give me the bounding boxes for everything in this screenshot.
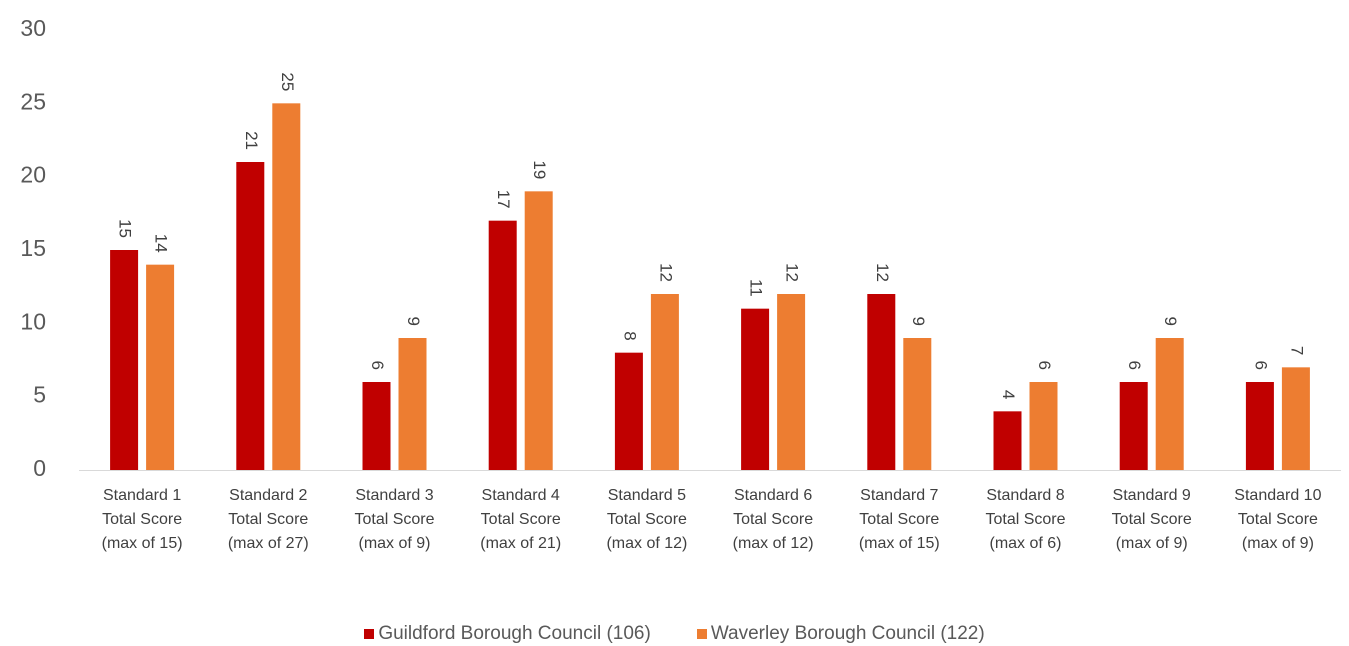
data-label: 9	[1161, 317, 1180, 326]
data-label: 11	[747, 279, 766, 297]
data-label: 17	[494, 190, 513, 209]
x-tick-label: Total Score	[354, 511, 434, 528]
bar	[650, 294, 679, 470]
bar	[236, 162, 265, 470]
data-label: 14	[152, 234, 171, 253]
x-tick-label: Total Score	[859, 511, 939, 528]
x-tick-label: (max of 6)	[989, 535, 1061, 552]
x-tick-label: Standard 1	[103, 487, 181, 504]
x-axis-labels: Standard 1 Total Score (max of 15) Standard…	[102, 487, 1322, 552]
x-tick-label: Standard 4	[482, 487, 560, 504]
x-tick-label: Total Score	[102, 511, 182, 528]
x-tick-label: (max of 9)	[1116, 535, 1188, 552]
x-tick-label: Standard 8	[986, 487, 1064, 504]
bar	[1155, 338, 1184, 470]
data-label: 21	[242, 131, 261, 150]
y-tick-label: 20	[20, 162, 46, 188]
legend-label-guildford: Guildford Borough Council (106)	[378, 623, 651, 644]
data-label: 15	[116, 219, 135, 238]
data-label: 12	[783, 263, 802, 282]
x-tick-label: Total Score	[733, 511, 813, 528]
bars	[110, 103, 1310, 471]
x-tick-label: Total Score	[481, 511, 561, 528]
bar	[903, 338, 932, 470]
x-tick-label: Standard 6	[734, 487, 812, 504]
data-label: 6	[1125, 361, 1144, 370]
bar	[110, 250, 139, 470]
bar	[524, 191, 553, 471]
y-tick-label: 10	[20, 308, 46, 334]
bar	[362, 382, 391, 470]
x-tick-label: (max of 12)	[733, 535, 814, 552]
data-label: 25	[278, 72, 297, 91]
data-label: 6	[1251, 361, 1270, 370]
x-tick-label: Total Score	[228, 511, 308, 528]
data-label: 7	[1287, 346, 1306, 355]
x-tick-label: (max of 15)	[102, 535, 183, 552]
x-tick-label: Total Score	[985, 511, 1065, 528]
bar	[488, 220, 517, 470]
y-tick-label: 30	[20, 15, 46, 41]
legend-item-waverley: Waverley Borough Council (122)	[696, 623, 985, 645]
bar	[741, 308, 770, 470]
x-tick-label: Standard 5	[608, 487, 686, 504]
legend-swatch-guildford	[364, 629, 375, 639]
bar	[614, 352, 643, 470]
x-tick-label: Standard 9	[1113, 487, 1191, 504]
bar	[398, 338, 427, 470]
data-label: 6	[1035, 361, 1054, 370]
x-tick-label: Total Score	[1238, 511, 1318, 528]
bar	[867, 294, 896, 470]
y-tick-label: 5	[33, 382, 46, 408]
data-label: 8	[620, 331, 639, 340]
bar	[1281, 367, 1310, 470]
data-label: 9	[909, 317, 928, 326]
bar	[993, 411, 1022, 470]
legend: Guildford Borough Council (106) Waverley…	[0, 622, 1349, 646]
x-tick-label: Total Score	[1112, 511, 1192, 528]
bar	[1029, 382, 1058, 470]
data-label: 6	[368, 361, 387, 370]
legend-label-waverley: Waverley Borough Council (122)	[710, 623, 985, 644]
legend-item-guildford: Guildford Borough Council (106)	[364, 623, 651, 645]
x-tick-label: (max of 21)	[480, 535, 561, 552]
data-labels: 15 14 21 25 6 9 17 19 8 12 11 12 12 9 4 6 6 9 6 7	[116, 72, 1307, 399]
x-tick-label: Total Score	[607, 511, 687, 528]
x-tick-label: (max of 15)	[859, 535, 940, 552]
x-tick-label: Standard 7	[860, 487, 938, 504]
bar	[272, 103, 301, 470]
bar	[777, 294, 806, 470]
y-tick-label: 0	[33, 455, 46, 481]
x-tick-label: (max of 27)	[228, 535, 309, 552]
x-tick-label: Standard 2	[229, 487, 307, 504]
y-tick-label: 15	[20, 235, 46, 261]
y-tick-label: 25	[20, 88, 46, 114]
x-tick-label: (max of 9)	[358, 535, 430, 552]
data-label: 12	[873, 263, 892, 282]
y-axis: 0 5 10 15 20 25 30	[20, 15, 46, 481]
legend-swatch-waverley	[696, 629, 707, 639]
bar	[1245, 382, 1274, 470]
bar	[146, 264, 175, 470]
x-tick-label: (max of 9)	[1242, 535, 1314, 552]
x-tick-label: Standard 3	[355, 487, 433, 504]
data-label: 9	[404, 317, 423, 326]
x-tick-label: (max of 12)	[606, 535, 687, 552]
data-label: 12	[656, 263, 675, 282]
data-label: 19	[530, 160, 549, 179]
data-label: 4	[999, 390, 1018, 399]
bar	[1119, 382, 1148, 470]
x-tick-label: Standard 10	[1234, 487, 1321, 504]
